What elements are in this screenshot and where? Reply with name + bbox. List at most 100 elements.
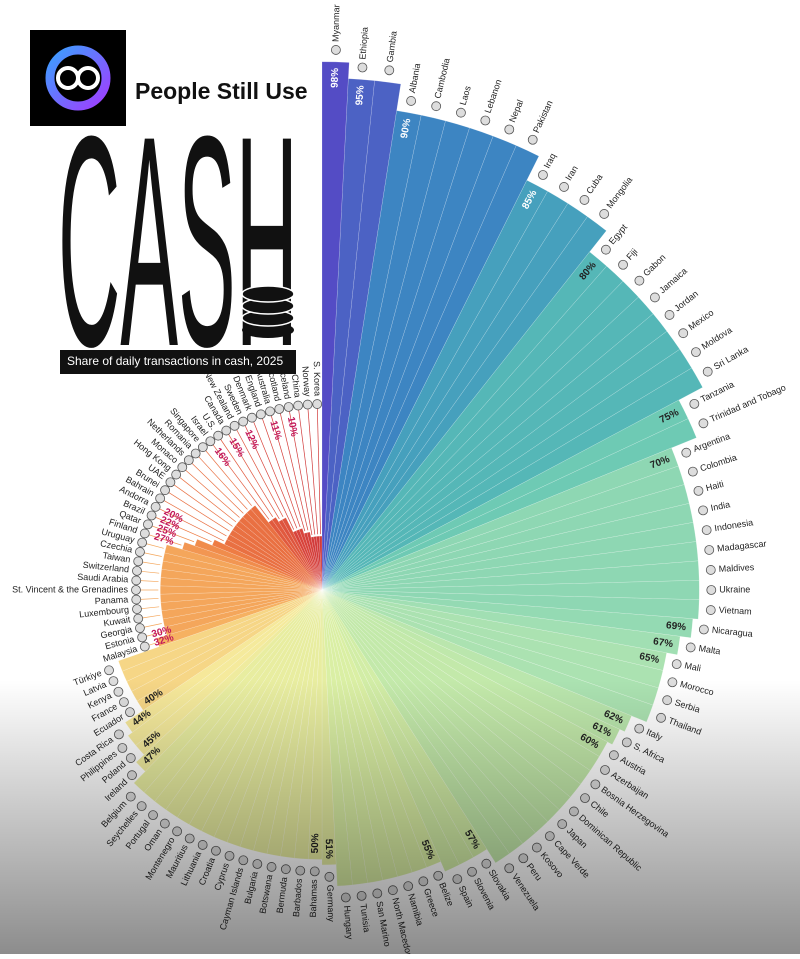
flag (113, 686, 124, 697)
flag (518, 853, 529, 864)
flag (698, 505, 708, 516)
flag (667, 677, 678, 688)
category-label: Belize (437, 881, 455, 907)
flag (135, 547, 145, 557)
category-label: Nicaragua (711, 625, 753, 639)
bar (321, 367, 703, 591)
category-label: China (290, 374, 303, 399)
flag (265, 406, 275, 417)
category-label: Fiji (624, 247, 639, 262)
flag (689, 398, 700, 409)
flag (372, 888, 383, 899)
flag (197, 442, 208, 453)
flag (211, 845, 221, 856)
bar (298, 528, 323, 591)
flag (108, 676, 119, 687)
category-label: Taiwan (102, 550, 131, 564)
flag (224, 850, 235, 861)
leader-line (140, 606, 160, 610)
value-label: 10% (285, 416, 299, 438)
flag (664, 310, 675, 320)
category-label: Myanmar (330, 4, 341, 42)
category-label: Jordan (672, 288, 700, 313)
leader-line (143, 552, 162, 557)
flag (681, 447, 692, 458)
category-label: Indonesia (714, 517, 754, 533)
bar (316, 535, 323, 591)
category-label: Cuba (584, 172, 604, 195)
leader-line (168, 492, 230, 532)
category-label: Laos (458, 84, 473, 106)
leader-line (298, 409, 316, 535)
flag (127, 770, 137, 781)
bar (118, 589, 323, 672)
flag (221, 425, 232, 436)
bar (162, 552, 323, 591)
flag (431, 101, 442, 112)
flag (131, 594, 142, 605)
flag (177, 462, 188, 473)
bar (321, 216, 607, 591)
category-label: Moldova (700, 325, 734, 352)
bar (321, 61, 350, 591)
flag (197, 840, 208, 850)
bar (318, 535, 323, 591)
bar (156, 589, 323, 647)
flag (406, 96, 417, 106)
bar (235, 520, 323, 591)
bar (321, 589, 681, 656)
bar (181, 541, 323, 591)
flag (701, 525, 712, 535)
flag (133, 556, 144, 567)
value-label: 11% (267, 420, 283, 442)
flag (527, 134, 538, 145)
category-label: Namibia (406, 892, 425, 926)
flag (456, 107, 466, 118)
bar (321, 78, 375, 591)
leader-line (236, 429, 284, 518)
category-label: Ethiopia (357, 27, 369, 60)
value-label: 65% (638, 651, 660, 666)
leader-line (253, 421, 298, 529)
category-label: Cyprus (212, 861, 231, 892)
flag (559, 182, 569, 192)
leader-line (145, 631, 164, 637)
flag (599, 209, 610, 219)
category-label: Thailand (667, 715, 703, 737)
leader-line (212, 444, 270, 520)
flag (312, 399, 323, 409)
value-label: 16% (212, 446, 233, 469)
bar (321, 179, 549, 591)
flag (504, 863, 515, 874)
flag (704, 545, 715, 555)
category-label: Bahamas (308, 879, 319, 918)
leader-line (198, 456, 248, 510)
bar (164, 589, 323, 636)
bar (321, 190, 569, 591)
bar (321, 484, 690, 591)
flag (125, 707, 135, 718)
flag (131, 575, 142, 586)
bar (321, 135, 517, 591)
bar (278, 519, 323, 591)
category-label: Cambodia (433, 57, 452, 99)
flag (139, 641, 150, 652)
bar (321, 522, 697, 591)
flag (135, 623, 145, 633)
flag (634, 723, 645, 734)
bar (295, 529, 323, 591)
flag (433, 870, 444, 881)
flag (119, 697, 129, 708)
flag (557, 819, 568, 829)
bar (238, 516, 323, 591)
bar (161, 560, 323, 591)
category-label: Lebanon (483, 78, 504, 114)
category-label: Hungary (342, 905, 355, 940)
flag (324, 871, 335, 882)
flag (283, 402, 294, 412)
leader-line (148, 642, 156, 646)
category-label: Bermuda (275, 876, 290, 914)
bar (162, 589, 323, 628)
value-label: 90% (399, 118, 413, 140)
